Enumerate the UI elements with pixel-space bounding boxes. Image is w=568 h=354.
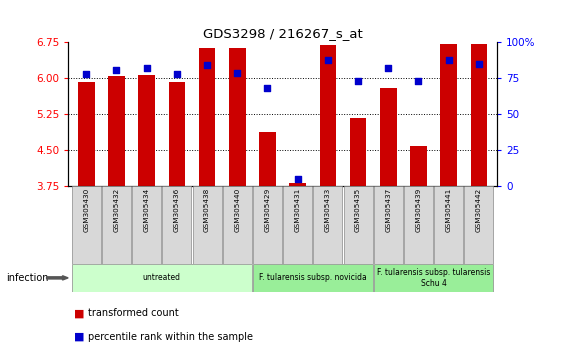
Point	[82, 71, 91, 77]
Bar	[470, 44, 487, 186]
Text: F. tularensis subsp. novicida: F. tularensis subsp. novicida	[259, 273, 367, 282]
Bar	[132, 186, 161, 264]
Text: GSM305438: GSM305438	[204, 188, 210, 233]
Bar	[404, 186, 433, 264]
Point	[112, 67, 121, 73]
Text: ■: ■	[74, 308, 84, 318]
Bar	[314, 186, 343, 264]
Bar	[108, 76, 125, 186]
Bar	[72, 186, 101, 264]
Point	[444, 57, 453, 63]
Text: GSM305429: GSM305429	[265, 188, 270, 233]
Title: GDS3298 / 216267_s_at: GDS3298 / 216267_s_at	[203, 27, 362, 40]
Bar	[253, 264, 373, 292]
Bar	[434, 186, 463, 264]
Text: untreated: untreated	[143, 273, 181, 282]
Point	[353, 78, 362, 84]
Point	[263, 86, 272, 91]
Bar	[78, 82, 95, 186]
Point	[384, 65, 393, 71]
Point	[142, 65, 151, 71]
Text: GSM305442: GSM305442	[476, 188, 482, 233]
Bar	[169, 82, 185, 186]
Bar	[139, 75, 155, 186]
Bar	[344, 186, 373, 264]
Text: GSM305436: GSM305436	[174, 188, 180, 233]
Text: GSM305439: GSM305439	[415, 188, 421, 233]
Point	[172, 71, 181, 77]
Text: GSM305430: GSM305430	[83, 188, 89, 233]
Text: GSM305433: GSM305433	[325, 188, 331, 233]
Text: GSM305434: GSM305434	[144, 188, 150, 233]
Bar	[440, 44, 457, 186]
Text: GSM305440: GSM305440	[234, 188, 240, 233]
Bar	[253, 186, 282, 264]
Point	[414, 78, 423, 84]
Text: GSM305431: GSM305431	[295, 188, 300, 233]
Bar	[374, 186, 403, 264]
Text: percentile rank within the sample: percentile rank within the sample	[88, 332, 253, 342]
Bar	[259, 132, 276, 186]
Bar	[289, 183, 306, 186]
Bar	[102, 186, 131, 264]
Bar	[229, 48, 245, 186]
Bar	[193, 186, 222, 264]
Text: GSM305441: GSM305441	[446, 188, 452, 233]
Bar	[465, 186, 494, 264]
Point	[233, 70, 242, 75]
Text: F. tularensis subsp. tularensis
Schu 4: F. tularensis subsp. tularensis Schu 4	[377, 268, 490, 287]
Text: ■: ■	[74, 332, 84, 342]
Bar	[380, 88, 396, 186]
Text: GSM305437: GSM305437	[385, 188, 391, 233]
Text: transformed count: transformed count	[88, 308, 179, 318]
Bar	[199, 48, 215, 186]
Bar	[162, 186, 191, 264]
Text: infection: infection	[6, 273, 48, 283]
Bar	[320, 45, 336, 186]
Bar	[350, 118, 366, 186]
Text: GSM305435: GSM305435	[355, 188, 361, 233]
Text: GSM305432: GSM305432	[114, 188, 119, 233]
Bar	[283, 186, 312, 264]
Bar	[410, 146, 427, 186]
Bar	[374, 264, 494, 292]
Point	[323, 57, 332, 63]
Point	[293, 176, 302, 182]
Bar	[223, 186, 252, 264]
Point	[474, 61, 483, 67]
Bar	[72, 264, 252, 292]
Point	[203, 63, 212, 68]
